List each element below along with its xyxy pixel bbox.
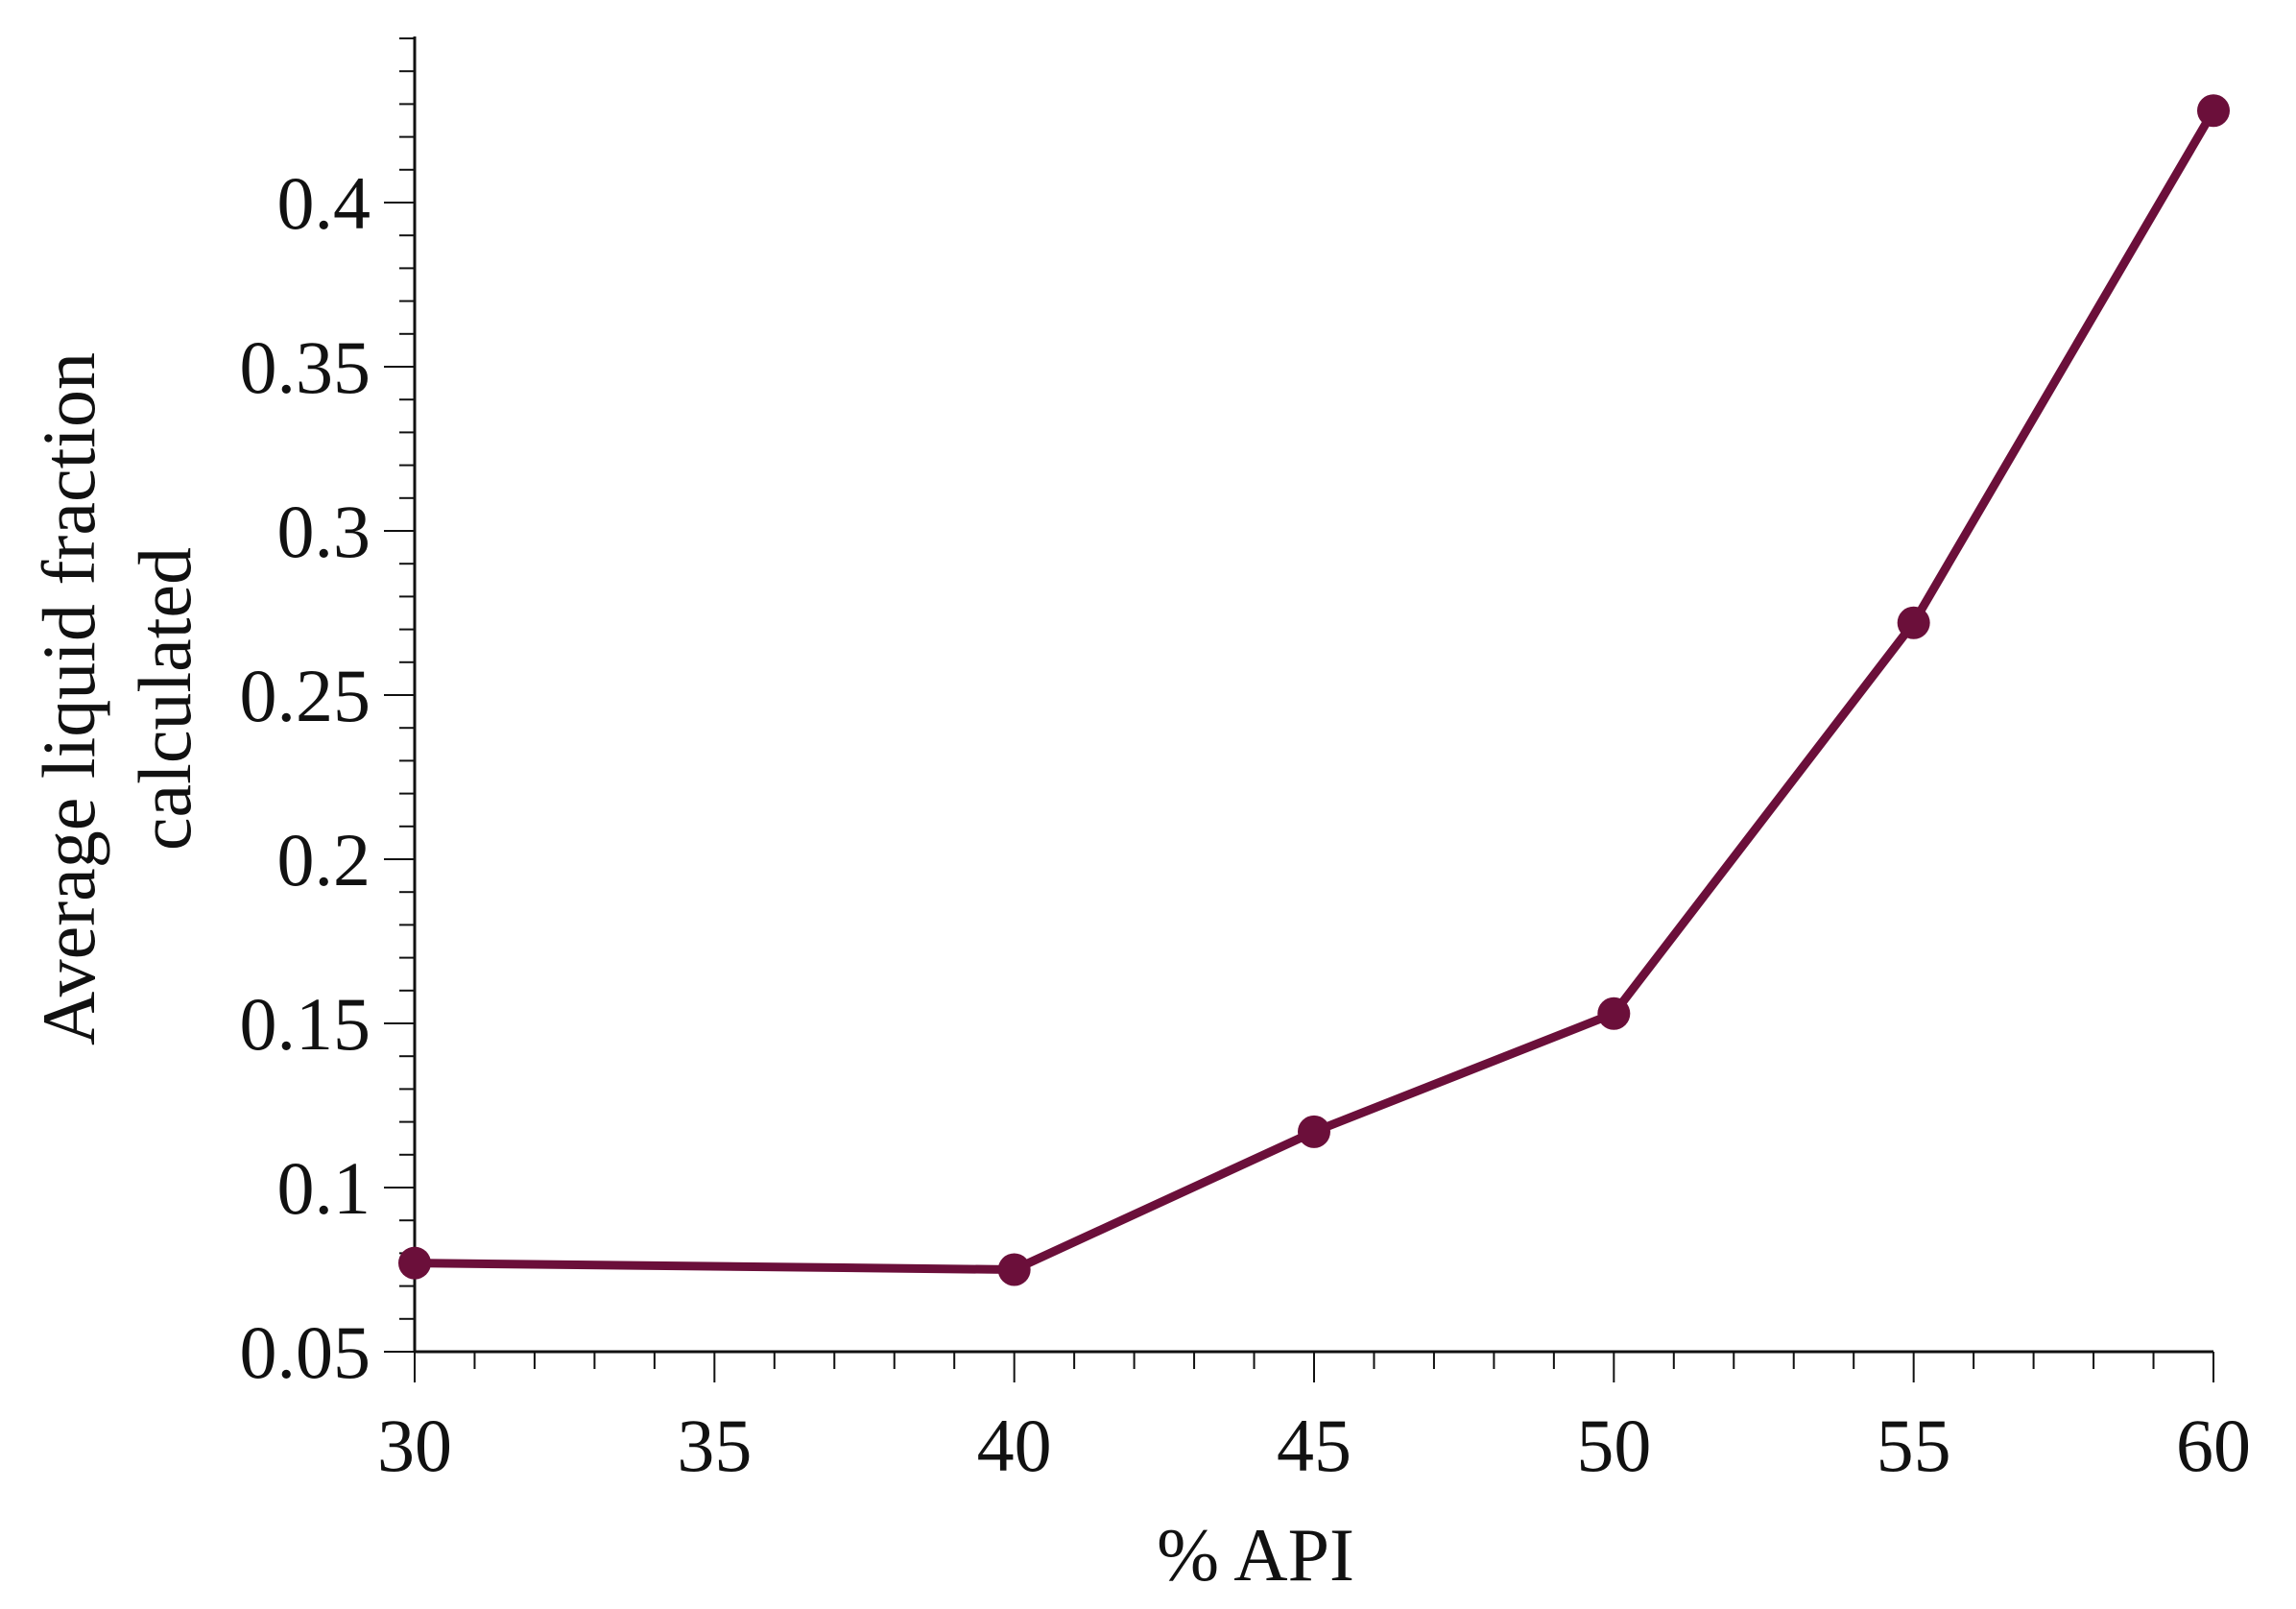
x-axis-title: % API bbox=[1157, 1513, 1354, 1597]
data-point bbox=[997, 1253, 1031, 1286]
y-tick-label: 0.15 bbox=[240, 982, 371, 1066]
x-tick-label: 30 bbox=[377, 1404, 452, 1487]
axis-ticks bbox=[384, 37, 2214, 1382]
y-tick-label: 0.25 bbox=[240, 654, 371, 737]
y-tick-label: 0.1 bbox=[277, 1146, 371, 1230]
y-tick-label: 0.2 bbox=[277, 818, 371, 901]
x-tick-label: 55 bbox=[1877, 1404, 1951, 1487]
y-tick-label: 0.05 bbox=[240, 1310, 371, 1394]
x-tick-label: 50 bbox=[1576, 1404, 1651, 1487]
series-group bbox=[398, 94, 2230, 1286]
x-tick-label: 35 bbox=[677, 1404, 752, 1487]
data-point bbox=[2197, 94, 2230, 128]
data-point bbox=[398, 1246, 431, 1280]
axes bbox=[413, 36, 2213, 1354]
x-tick-label: 60 bbox=[2176, 1404, 2251, 1487]
tick-labels: 30 35 40 45 50 55 60 0.05 0.1 0.15 0.2 0.25 0.3 0.35 0… bbox=[240, 161, 2252, 1487]
x-tick-label: 45 bbox=[1277, 1404, 1351, 1487]
data-point bbox=[1897, 606, 1930, 639]
series-line bbox=[410, 106, 2218, 1274]
x-tick-label: 40 bbox=[977, 1404, 1052, 1487]
data-point bbox=[1298, 1115, 1330, 1148]
data-point bbox=[1597, 997, 1631, 1030]
y-tick-label: 0.35 bbox=[240, 325, 371, 409]
y-tick-label: 0.4 bbox=[277, 161, 371, 245]
y-tick-label: 0.3 bbox=[277, 490, 371, 573]
y-axis-title-line-1: Average liquid fraction bbox=[27, 352, 110, 1045]
y-axis-title-line-2: calculated bbox=[123, 547, 206, 851]
